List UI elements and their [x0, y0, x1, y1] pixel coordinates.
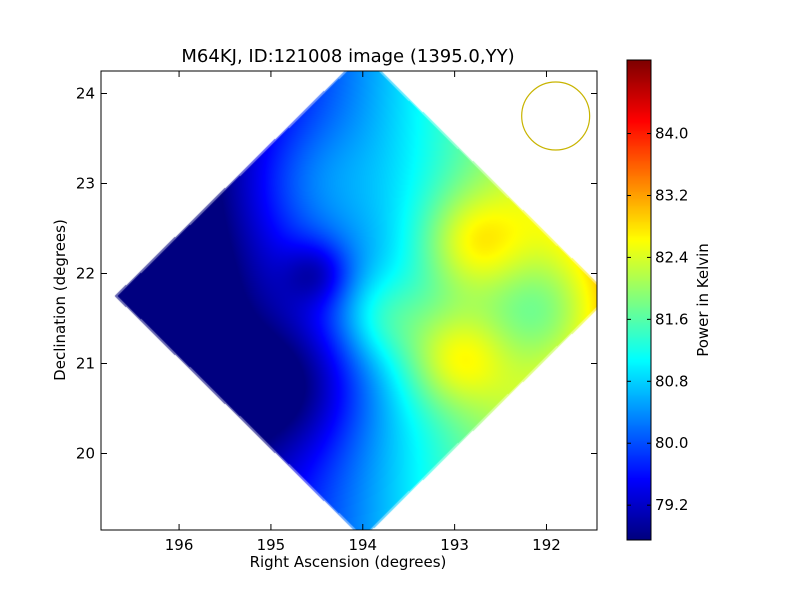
colorbar-gradient: [627, 60, 651, 540]
colorbar-tick-label: 83.2: [655, 186, 688, 204]
y-axis-ticks: 20 21 22 23 24: [76, 85, 597, 463]
x-tick-label: 194: [348, 536, 377, 554]
y-tick-label: 23: [76, 175, 95, 193]
y-axis-label: Declination (degrees): [51, 219, 69, 381]
colorbar-tick-label: 84.0: [655, 125, 688, 143]
x-tick-label: 196: [165, 536, 194, 554]
y-tick-label: 20: [76, 445, 95, 463]
colorbar-tick-label: 80.8: [655, 372, 688, 390]
y-tick-label: 24: [76, 85, 95, 103]
colorbar-tick-label: 82.4: [655, 248, 688, 266]
y-tick-label: 21: [76, 355, 95, 373]
colorbar: 79.2 80.0 80.8 81.6 82.4 83.2 84.0 Power in Ke…: [626, 59, 712, 541]
colorbar-frame: [626, 59, 652, 541]
x-axis-label: Right Ascension (degrees): [250, 553, 447, 571]
colorbar-tick-label: 79.2: [655, 496, 688, 514]
x-tick-label: 193: [440, 536, 469, 554]
y-tick-label: 22: [76, 265, 95, 283]
plot-frame: [100, 70, 598, 531]
colorbar-tick-label: 81.6: [655, 310, 688, 328]
plot-area: 196 195 194 193 192 20 21 22 23 24: [76, 70, 598, 554]
colorbar-ticks: 79.2 80.0 80.8 81.6 82.4 83.2 84.0: [627, 125, 688, 514]
x-tick-label: 192: [532, 536, 561, 554]
beam-circle-outline: [521, 81, 591, 151]
beam-circle: [521, 81, 591, 151]
chart-title: M64KJ, ID:121008 image (1395.0,YY): [181, 46, 514, 67]
heatmap-image: [101, 71, 597, 530]
colorbar-label: Power in Kelvin: [694, 243, 712, 357]
x-tick-label: 195: [257, 536, 286, 554]
colorbar-tick-label: 80.0: [655, 434, 688, 452]
x-axis-ticks: 196 195 194 193 192: [165, 71, 561, 554]
